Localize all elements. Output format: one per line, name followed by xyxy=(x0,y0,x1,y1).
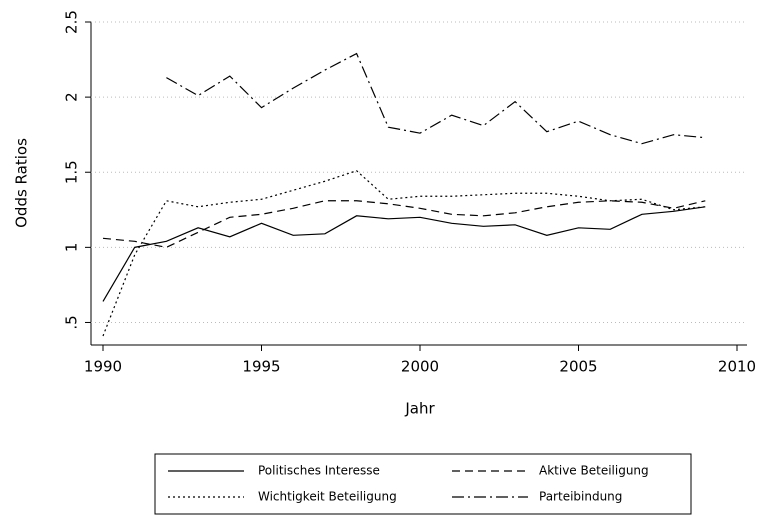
series-line xyxy=(166,52,706,145)
series-line xyxy=(102,170,706,337)
y-tick-label: .5 xyxy=(63,315,81,329)
legend-label: Wichtigkeit Beteiligung xyxy=(258,490,397,504)
series-line xyxy=(102,200,706,248)
x-axis-label: Jahr xyxy=(404,400,435,418)
y-tick-label: 2.5 xyxy=(63,10,81,34)
y-tick-label: 2 xyxy=(63,92,81,102)
legend-label: Politisches Interesse xyxy=(258,464,380,478)
y-tick-label: 1 xyxy=(63,243,81,253)
series-line xyxy=(102,206,706,302)
legend-label: Parteibindung xyxy=(539,490,622,504)
x-tick-label: 1990 xyxy=(84,358,122,376)
x-tick-label: 2000 xyxy=(401,358,439,376)
x-tick-label: 2005 xyxy=(559,358,597,376)
legend-label: Aktive Beteiligung xyxy=(539,464,649,478)
x-tick-label: 2010 xyxy=(718,358,756,376)
y-tick-label: 1.5 xyxy=(63,160,81,184)
y-axis-label: Odds Ratios xyxy=(13,138,31,228)
legend-box xyxy=(154,453,692,515)
x-tick-label: 1995 xyxy=(242,358,280,376)
